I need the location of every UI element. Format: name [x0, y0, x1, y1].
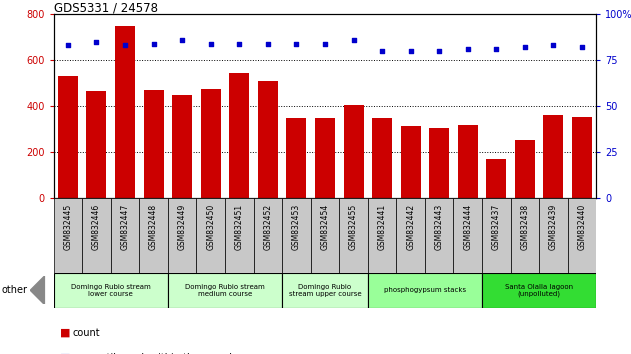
Point	[406, 48, 416, 54]
Bar	[482, 198, 510, 273]
Text: Domingo Rubio
stream upper course: Domingo Rubio stream upper course	[288, 284, 362, 297]
Text: GDS5331 / 24578: GDS5331 / 24578	[54, 2, 158, 15]
Bar	[254, 198, 282, 273]
Bar	[144, 90, 163, 198]
Text: GSM832442: GSM832442	[406, 204, 415, 250]
Polygon shape	[30, 276, 44, 304]
Bar	[168, 198, 196, 273]
Bar	[54, 198, 82, 273]
Bar	[310, 198, 339, 273]
Text: GSM832446: GSM832446	[92, 204, 101, 250]
Text: Domingo Rubio stream
lower course: Domingo Rubio stream lower course	[71, 284, 151, 297]
Text: Santa Olalla lagoon
(unpolluted): Santa Olalla lagoon (unpolluted)	[505, 284, 573, 297]
Point	[577, 45, 587, 50]
Point	[463, 46, 473, 52]
Bar	[368, 273, 482, 308]
Bar	[343, 105, 363, 198]
Point	[377, 48, 387, 54]
Point	[148, 41, 158, 46]
Text: GSM832443: GSM832443	[435, 204, 444, 250]
Bar	[282, 273, 368, 308]
Text: GSM832438: GSM832438	[521, 204, 529, 250]
Bar	[86, 91, 107, 198]
Bar	[168, 273, 282, 308]
Text: phosphogypsum stacks: phosphogypsum stacks	[384, 287, 466, 293]
Text: GSM832449: GSM832449	[178, 204, 187, 250]
Point	[177, 37, 187, 43]
Bar	[139, 198, 168, 273]
Point	[120, 42, 130, 48]
Text: count: count	[73, 328, 100, 338]
Text: GSM832454: GSM832454	[321, 204, 329, 250]
Text: percentile rank within the sample: percentile rank within the sample	[73, 353, 237, 354]
Bar	[543, 115, 563, 198]
Bar	[396, 198, 425, 273]
Point	[262, 41, 273, 46]
Bar	[225, 198, 254, 273]
Bar	[429, 128, 449, 198]
Text: other: other	[1, 285, 27, 295]
Bar	[172, 95, 192, 198]
Text: GSM832448: GSM832448	[149, 204, 158, 250]
Bar	[454, 198, 482, 273]
Bar	[54, 273, 168, 308]
Bar	[401, 126, 421, 198]
Text: ■: ■	[60, 353, 71, 354]
Point	[434, 48, 444, 54]
Point	[348, 37, 358, 43]
Point	[520, 45, 530, 50]
Bar	[457, 125, 478, 198]
Bar	[282, 198, 310, 273]
Bar	[568, 198, 596, 273]
Text: ■: ■	[60, 328, 71, 338]
Text: GSM832450: GSM832450	[206, 204, 215, 250]
Text: GSM832455: GSM832455	[349, 204, 358, 250]
Bar	[82, 198, 111, 273]
Bar	[315, 118, 335, 198]
Text: Domingo Rubio stream
medium course: Domingo Rubio stream medium course	[185, 284, 265, 297]
Text: GSM832452: GSM832452	[263, 204, 273, 250]
Text: GSM832444: GSM832444	[463, 204, 472, 250]
Bar	[515, 139, 535, 198]
Text: GSM832439: GSM832439	[549, 204, 558, 250]
Bar	[487, 159, 506, 198]
Point	[206, 41, 216, 46]
Text: GSM832451: GSM832451	[235, 204, 244, 250]
Point	[492, 46, 502, 52]
Bar	[539, 198, 568, 273]
Bar	[229, 73, 249, 198]
Bar	[368, 198, 396, 273]
Text: GSM832447: GSM832447	[121, 204, 129, 250]
Bar	[286, 118, 307, 198]
Bar	[111, 198, 139, 273]
Point	[548, 42, 558, 48]
Bar	[372, 118, 392, 198]
Bar	[258, 81, 278, 198]
Bar	[115, 26, 135, 198]
Point	[91, 39, 102, 45]
Bar	[201, 89, 221, 198]
Bar	[58, 76, 78, 198]
Point	[320, 41, 330, 46]
Point	[234, 41, 244, 46]
Bar	[510, 198, 539, 273]
Point	[63, 42, 73, 48]
Bar	[196, 198, 225, 273]
Text: GSM832445: GSM832445	[64, 204, 73, 250]
Bar	[425, 198, 454, 273]
Bar	[572, 116, 592, 198]
Bar	[482, 273, 596, 308]
Point	[292, 41, 302, 46]
Text: GSM832440: GSM832440	[577, 204, 586, 250]
Bar	[339, 198, 368, 273]
Text: GSM832453: GSM832453	[292, 204, 301, 250]
Text: GSM832437: GSM832437	[492, 204, 501, 250]
Text: GSM832441: GSM832441	[377, 204, 387, 250]
